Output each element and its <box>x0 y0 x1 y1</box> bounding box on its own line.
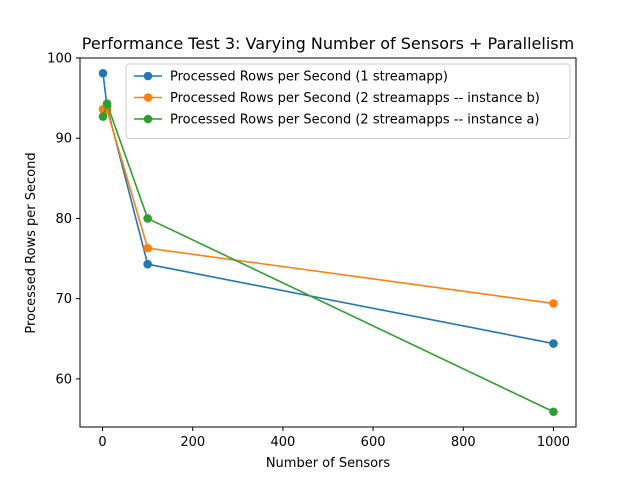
series-3-point <box>549 407 558 417</box>
series-line-1 <box>102 73 554 345</box>
y-tick-label: 90 <box>55 132 72 147</box>
y-axis-title: Processed Rows per Second <box>24 152 39 333</box>
series-1-point <box>549 339 558 348</box>
plot-frame <box>79 57 577 428</box>
legend: Processed Rows per Second (1 streamapp) P… <box>125 63 571 139</box>
series-line-3 <box>102 102 554 413</box>
y-tick-label: 70 <box>55 292 72 307</box>
legend-marker-2 <box>143 93 153 102</box>
x-tick-label: 600 <box>361 435 386 450</box>
x-tick-label: 1000 <box>537 435 570 450</box>
y-tick-label: 60 <box>55 372 72 387</box>
plot-area <box>98 68 558 417</box>
series-2-point <box>549 299 558 308</box>
x-tick-label: 200 <box>180 435 205 450</box>
series-2-point <box>143 243 152 253</box>
legend-label-2: Processed Rows per Second (2 streamapps … <box>170 91 540 106</box>
series-1-point <box>143 259 152 269</box>
legend-label-3: Processed Rows per Second (2 streamapps … <box>170 113 540 128</box>
legend-label-1: Processed Rows per Second (1 streamapp) <box>170 70 448 85</box>
x-tick-label: 800 <box>451 435 476 450</box>
axes: 0 200 400 600 800 1000 60 70 80 90 100 <box>47 52 577 450</box>
x-axis-title: Number of Sensors <box>266 456 391 471</box>
chart-title: Performance Test 3: Varying Number of Se… <box>82 34 574 53</box>
y-tick-label: 100 <box>47 52 72 67</box>
legend-marker-3 <box>143 114 153 124</box>
series-3-point <box>143 214 152 223</box>
legend-marker-1 <box>143 71 153 81</box>
legend-box <box>125 63 571 139</box>
series-1-point <box>98 68 108 78</box>
x-tick-label: 400 <box>270 435 295 450</box>
series-3-point <box>98 112 108 121</box>
series-3-point <box>102 99 112 109</box>
x-tick-label: 0 <box>98 435 106 450</box>
y-tick-label: 80 <box>55 212 72 227</box>
